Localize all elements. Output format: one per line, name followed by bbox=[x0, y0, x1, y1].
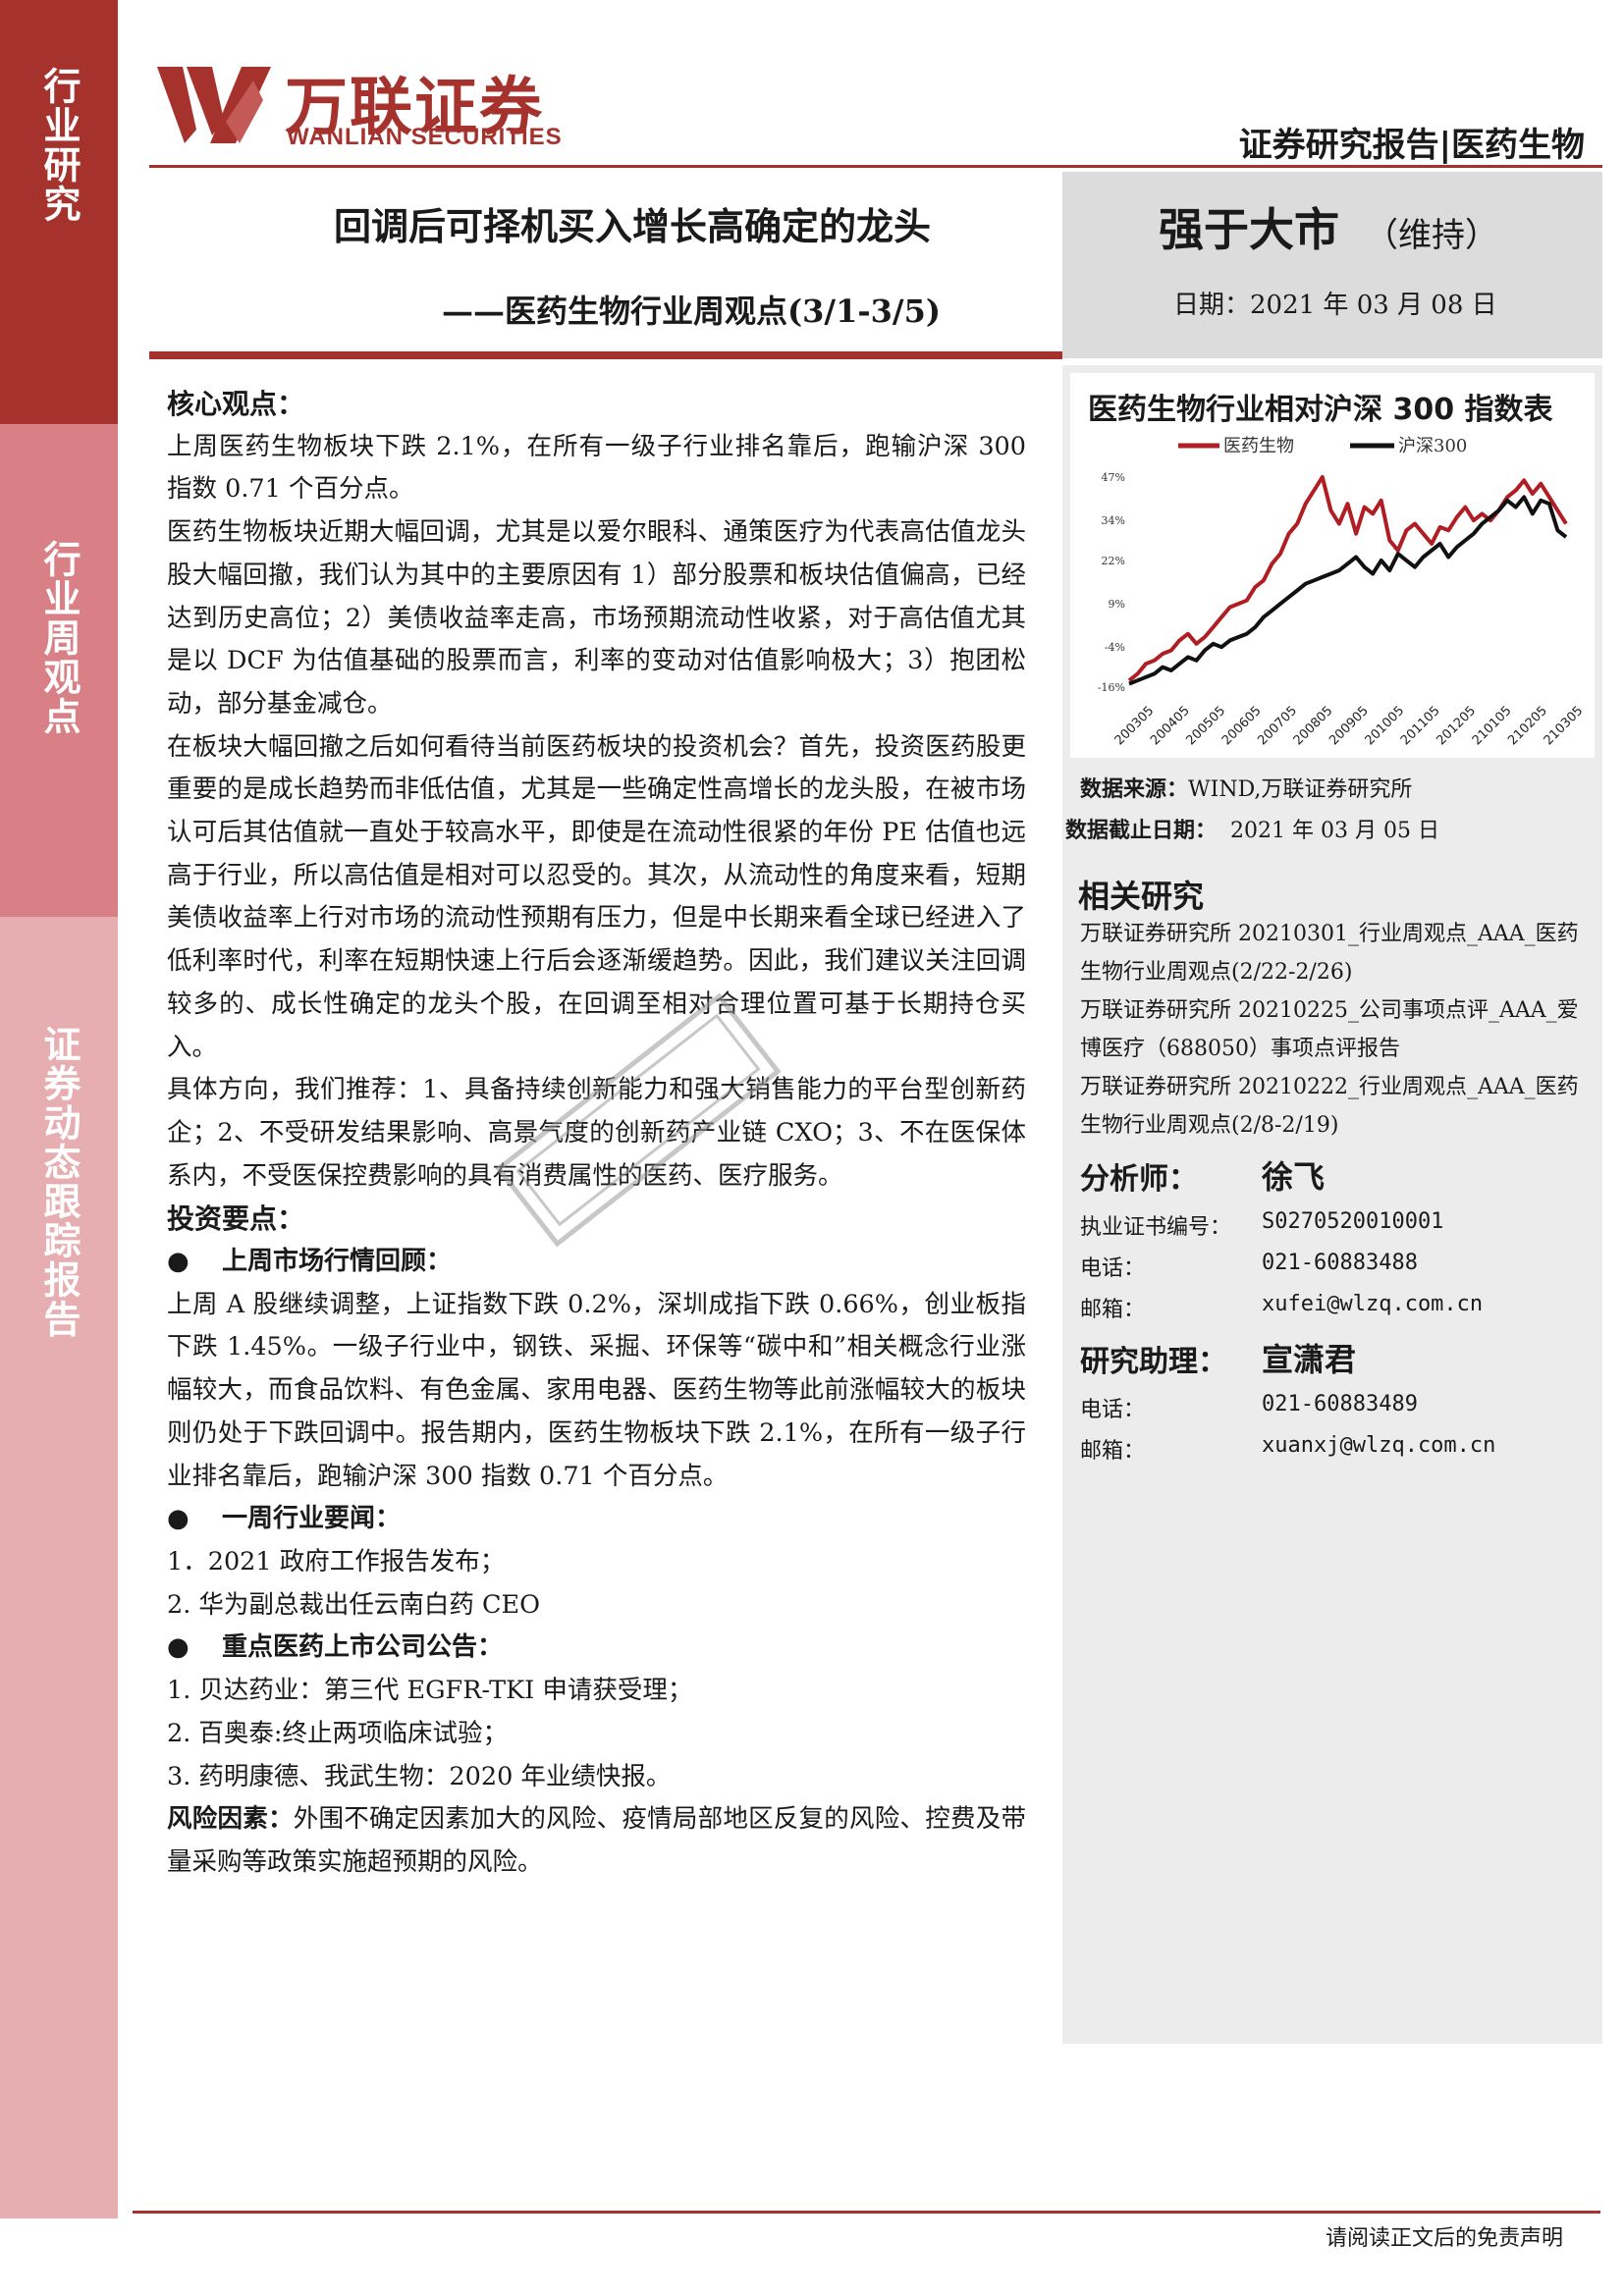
analyst-label: 分析师： bbox=[1080, 1154, 1198, 1198]
risk-paragraph: 风险因素：外围不确定因素加大的风险、疫情局部地区反复的风险、控费及带量采购等政策… bbox=[167, 1798, 1026, 1884]
y-tick-label: -4% bbox=[1105, 641, 1125, 654]
announcement-item: 2. 百奥泰:终止两项临床试验； bbox=[167, 1713, 1026, 1756]
chart-cutoff: 数据截止日期： 2021 年 03 月 05 日 bbox=[1065, 813, 1439, 844]
series-line-hs300 bbox=[1129, 497, 1566, 683]
core-heading: 核心观点： bbox=[167, 383, 1026, 426]
footer-disclaimer: 请阅读正文后的免责声明 bbox=[1326, 2220, 1563, 2252]
footer-rule bbox=[133, 2211, 1600, 2214]
news-item: 1．2021 政府工作报告发布； bbox=[167, 1541, 1026, 1584]
bullet-industry-news-label: 一周行业要闻： bbox=[222, 1504, 401, 1533]
related-item[interactable]: 万联证券研究所 20210301_行业周观点_AAA_医药生物行业周观点(2/2… bbox=[1080, 915, 1591, 991]
bullet-icon: ● bbox=[167, 1241, 222, 1284]
related-item[interactable]: 万联证券研究所 20210222_行业周观点_AAA_医药生物行业周观点(2/8… bbox=[1080, 1068, 1591, 1145]
chart-source: 数据来源：WIND,万联证券研究所 bbox=[1080, 772, 1412, 803]
bullet-icon: ● bbox=[167, 1498, 222, 1541]
rating-label: 强于大市 bbox=[1159, 194, 1339, 259]
source-label: 数据来源： bbox=[1080, 776, 1188, 802]
announcement-item: 3. 药明康德、我武生物：2020 年业绩快报。 bbox=[167, 1756, 1026, 1799]
paragraph-weekly-summary: 上周医药生物板块下跌 2.1%，在所有一级子行业排名靠后，跑输沪深 300 指数… bbox=[167, 426, 1026, 511]
side-band: 行业研究 行业周观点 证券动态跟踪报告 bbox=[0, 0, 118, 2218]
band-bottom-label: 证券动态跟踪报告 bbox=[36, 1025, 81, 2218]
assistant-email-label: 邮箱： bbox=[1080, 1433, 1145, 1465]
risk-text: 外围不确定因素加大的风险、疫情局部地区反复的风险、控费及带量采购等政策实施超预期… bbox=[167, 1804, 1026, 1877]
report-type: 证券研究报告|医药生物 bbox=[1239, 118, 1585, 166]
y-axis-ticks: 47% 34% 22% 9% -4% -16% bbox=[1098, 471, 1125, 694]
bullet-industry-news: ● 一周行业要闻： bbox=[167, 1498, 1026, 1541]
paragraph-pullback-reasons: 医药生物板块近期大幅回调，尤其是以爱尔眼科、通策医疗为代表高估值龙头股大幅回撤，… bbox=[167, 511, 1026, 726]
page-title: 回调后可择机买入增长高确定的龙头 bbox=[334, 196, 931, 250]
x-tick-label: 210305 bbox=[1542, 704, 1587, 749]
y-tick-label: 47% bbox=[1102, 471, 1125, 484]
band-top-label: 行业研究 bbox=[36, 67, 81, 424]
report-date: 日期：2021 年 03 月 08 日 bbox=[1173, 285, 1497, 321]
related-item[interactable]: 万联证券研究所 20210225_公司事项点评_AAA_爱博医疗（688050）… bbox=[1080, 991, 1591, 1068]
y-tick-label: -16% bbox=[1098, 681, 1125, 694]
series-lines bbox=[1129, 477, 1566, 684]
y-tick-label: 22% bbox=[1102, 555, 1125, 567]
assistant-email[interactable]: xuanxj@wlzq.com.cn bbox=[1262, 1433, 1495, 1458]
logo-english: WANLIAN SECURITIES bbox=[287, 124, 563, 151]
chart-legend: 医药生物 沪深300 bbox=[1178, 436, 1467, 456]
analyst-cert: S0270520010001 bbox=[1262, 1209, 1443, 1234]
header-rule bbox=[149, 165, 1602, 168]
bullet-announcements-label: 重点医药上市公司公告： bbox=[222, 1632, 503, 1662]
x-axis-ticks: 2003052004052005052006052007052008052009… bbox=[1112, 704, 1587, 749]
legend-label-hs300: 沪深300 bbox=[1398, 436, 1467, 456]
wanlian-logo-icon bbox=[157, 61, 273, 149]
band-mid-label: 行业周观点 bbox=[36, 540, 81, 917]
bullet-announcements: ● 重点医药上市公司公告： bbox=[167, 1627, 1026, 1670]
analyst-name: 徐飞 bbox=[1262, 1152, 1325, 1198]
analyst-email[interactable]: xufei@wlzq.com.cn bbox=[1262, 1292, 1483, 1316]
analyst-cert-label: 执业证书编号： bbox=[1080, 1209, 1231, 1241]
risk-label: 风险因素： bbox=[167, 1804, 294, 1834]
paragraph-market-review: 上周 A 股继续调整，上证指数下跌 0.2%，深圳成指下跌 0.66%，创业板指… bbox=[167, 1284, 1026, 1499]
announcement-item: 1. 贝达药业：第三代 EGFR-TKI 申请获受理； bbox=[167, 1670, 1026, 1713]
analyst-phone-label: 电话： bbox=[1080, 1251, 1145, 1282]
band-weekly-view: 行业周观点 bbox=[0, 424, 118, 917]
relative-index-chart: 医药生物 沪深300 47% 34% 22% 9% -4% -16% 2003052004… bbox=[1070, 422, 1595, 756]
bullet-icon: ● bbox=[167, 1627, 222, 1670]
y-tick-label: 9% bbox=[1109, 598, 1125, 611]
legend-label-pharma: 医药生物 bbox=[1223, 436, 1294, 456]
source-value: WIND,万联证券研究所 bbox=[1188, 777, 1412, 802]
cutoff-label: 数据截止日期： bbox=[1065, 818, 1217, 843]
title-rule bbox=[149, 351, 1062, 359]
bullet-market-review: ● 上周市场行情回顾： bbox=[167, 1241, 1026, 1284]
news-item: 2. 华为副总裁出任云南白药 CEO bbox=[167, 1584, 1026, 1628]
band-dynamic-report: 证券动态跟踪报告 bbox=[0, 917, 118, 2218]
related-research-list: 万联证券研究所 20210301_行业周观点_AAA_医药生物行业周观点(2/2… bbox=[1080, 915, 1591, 1145]
page-subtitle: ——医药生物行业周观点(3/1-3/5) bbox=[442, 287, 941, 332]
band-industry-research: 行业研究 bbox=[0, 0, 118, 424]
assistant-label: 研究助理： bbox=[1080, 1337, 1227, 1380]
assistant-phone: 021-60883489 bbox=[1262, 1392, 1418, 1416]
assistant-phone-label: 电话： bbox=[1080, 1392, 1145, 1423]
bullet-market-review-label: 上周市场行情回顾： bbox=[222, 1247, 452, 1276]
analyst-phone: 021-60883488 bbox=[1262, 1251, 1418, 1275]
analyst-email-label: 邮箱： bbox=[1080, 1292, 1145, 1323]
cutoff-value: 2021 年 03 月 05 日 bbox=[1230, 819, 1439, 843]
rating-maintain: （维持） bbox=[1365, 208, 1498, 256]
y-tick-label: 34% bbox=[1102, 514, 1125, 527]
paragraph-investment-view: 在板块大幅回撤之后如何看待当前医药板块的投资机会？首先，投资医药股更重要的是成长… bbox=[167, 726, 1026, 1070]
related-research-heading: 相关研究 bbox=[1078, 872, 1204, 917]
assistant-name: 宣潇君 bbox=[1262, 1335, 1356, 1380]
